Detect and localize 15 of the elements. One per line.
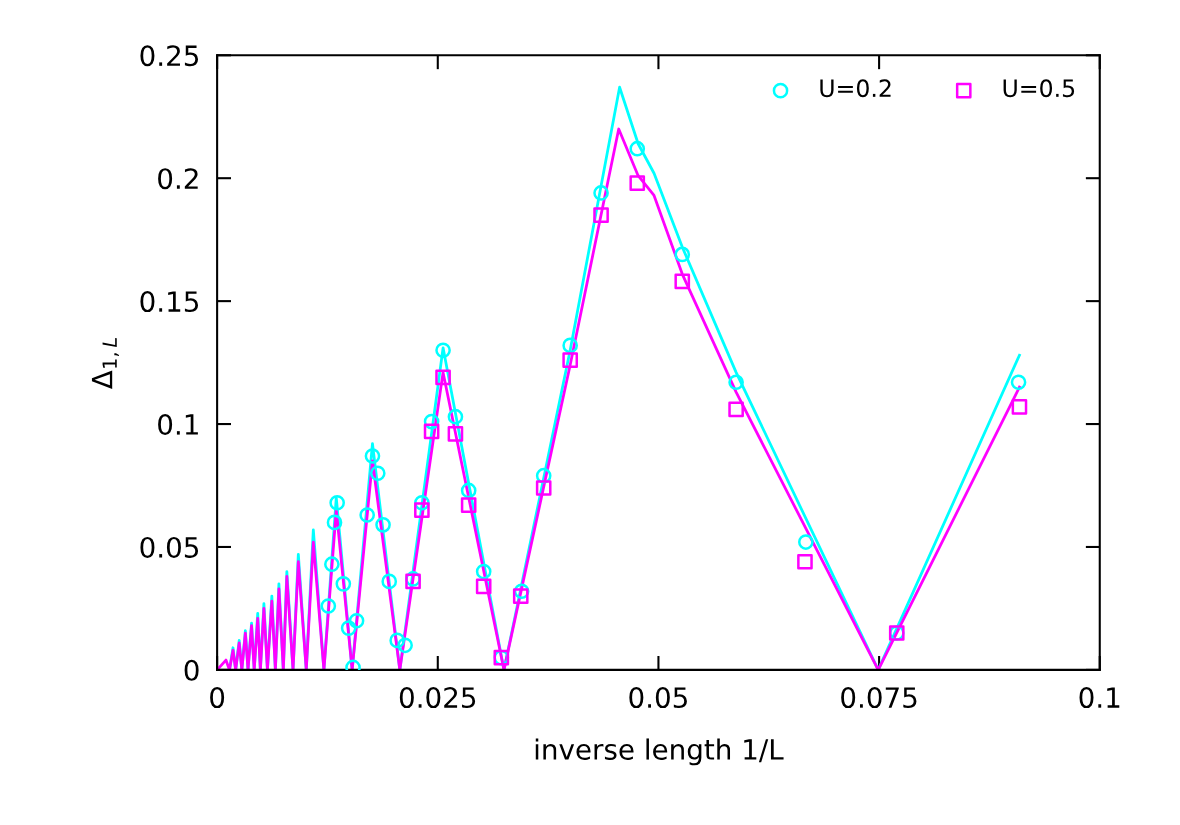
y-tick-label: 0.15 xyxy=(140,291,199,313)
legend-label: U=0.2 xyxy=(820,79,891,98)
x-axis-title: inverse length 1/L xyxy=(535,738,784,766)
x-tick-label: 0 xyxy=(210,687,225,709)
y-tick-label: 0.25 xyxy=(140,45,199,67)
x-tick-label: 0.05 xyxy=(629,687,687,709)
legend-label: U=0.5 xyxy=(1003,79,1075,98)
y-axis-title: Δ$_{1,L}$ xyxy=(91,337,120,390)
x-tick-label: 0.075 xyxy=(841,687,917,709)
y-tick-label: 0.05 xyxy=(140,536,199,558)
y-tick-label: 0.2 xyxy=(158,168,198,190)
y-tick-label: 0 xyxy=(184,659,199,681)
x-tick-label: 0.1 xyxy=(1079,687,1120,709)
y-tick-label: 0.1 xyxy=(158,413,198,435)
x-tick-label: 0.025 xyxy=(399,687,476,709)
